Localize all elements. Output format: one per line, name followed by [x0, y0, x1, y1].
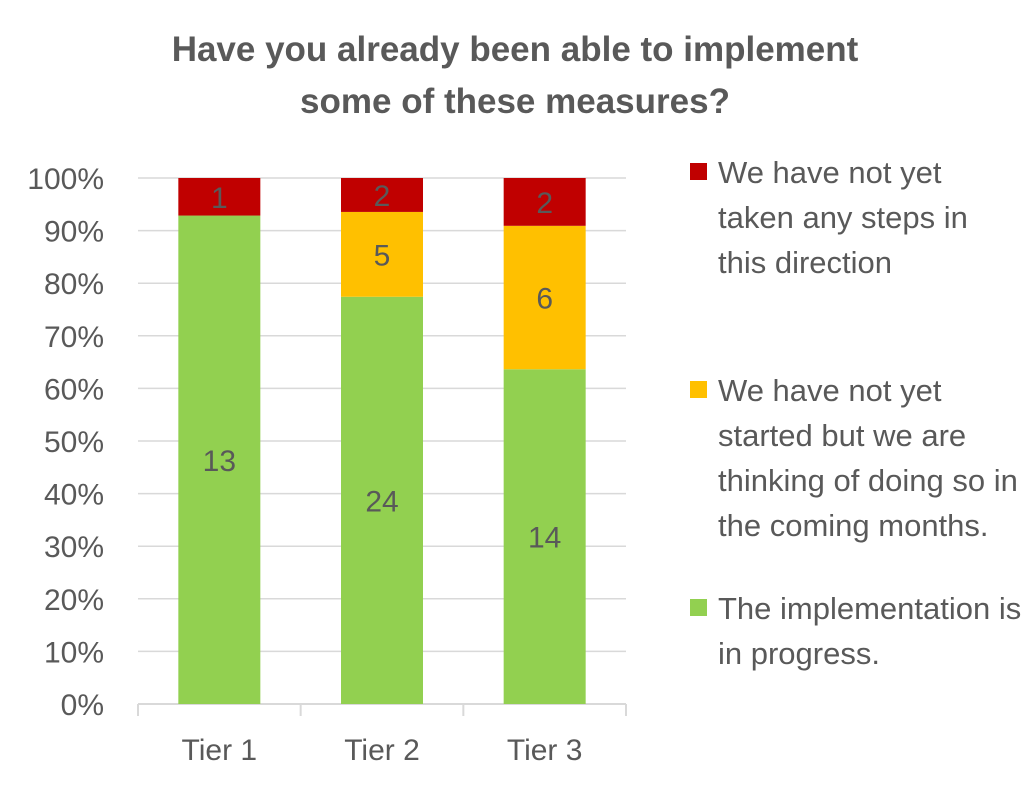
y-tick-label: 20%	[44, 584, 104, 617]
data-label: 13	[203, 445, 236, 478]
y-tick-label: 60%	[44, 373, 104, 406]
bar-segment	[341, 178, 423, 212]
bar-segment	[503, 225, 586, 370]
chart-title-line-2: some of these measures?	[300, 82, 730, 121]
bar-segment	[341, 296, 423, 704]
legend-label-planning: We have not yet started but we are think…	[718, 373, 1018, 543]
data-label: 1	[211, 182, 228, 215]
chart-title-line-1: Have you already been able to implement	[171, 30, 859, 69]
legend-swatch-green	[690, 599, 707, 616]
bar-segment	[341, 211, 423, 297]
legend-label-not-started: We have not yet taken any steps in this …	[718, 155, 968, 280]
y-tick-label: 90%	[44, 216, 104, 249]
bar-segment	[503, 178, 586, 226]
data-label: 5	[374, 239, 391, 272]
legend-label-in-progress: The implementation is in progress.	[718, 591, 1022, 671]
bar-segment	[178, 178, 261, 216]
y-tick-label: 30%	[44, 531, 104, 564]
bar-segment	[178, 215, 261, 705]
data-label: 2	[536, 187, 553, 220]
x-tick-label: Tier 2	[344, 734, 420, 767]
data-label: 24	[365, 485, 398, 518]
y-tick-label: 10%	[44, 636, 104, 669]
y-tick-label: 50%	[44, 426, 104, 459]
y-tick-label: 80%	[44, 268, 104, 301]
y-tick-label: 0%	[61, 689, 104, 722]
y-tick-label: 100%	[27, 163, 104, 196]
x-tick-label: Tier 1	[182, 734, 258, 767]
legend-swatch-red	[690, 163, 707, 180]
bar-segment	[503, 369, 586, 704]
legend-swatch-orange	[690, 381, 707, 398]
x-tick-label: Tier 3	[507, 734, 583, 767]
data-label: 6	[536, 283, 553, 316]
chart-title: Have you already been able to implement …	[0, 24, 1024, 128]
data-label: 2	[374, 180, 391, 213]
data-label: 14	[528, 522, 561, 555]
y-tick-label: 40%	[44, 479, 104, 512]
y-tick-label: 70%	[44, 321, 104, 354]
